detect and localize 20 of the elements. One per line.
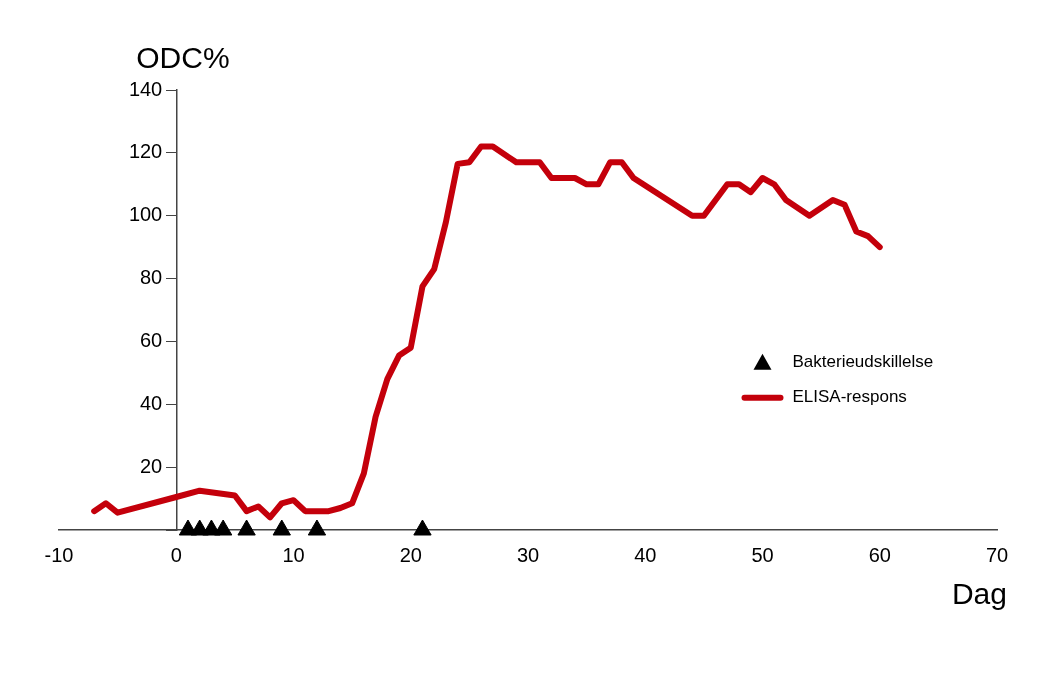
y-tick-label: 40 bbox=[140, 391, 163, 414]
legend-label: ELISA-respons bbox=[792, 387, 907, 407]
x-axis-title: Dag bbox=[951, 577, 1007, 610]
x-tick-label: 30 bbox=[516, 543, 540, 566]
y-tick-label: 20 bbox=[140, 454, 163, 477]
x-tick-label: 40 bbox=[634, 543, 657, 566]
y-tick-label: 140 bbox=[128, 77, 163, 100]
y-tick-label: 60 bbox=[140, 328, 163, 351]
y-tick-label: 80 bbox=[140, 266, 163, 289]
x-tick-label: 20 bbox=[399, 543, 422, 566]
x-tick-label: 50 bbox=[751, 543, 774, 566]
x-tick-label: -10 bbox=[44, 543, 74, 566]
y-axis-title: ODC% bbox=[136, 41, 230, 74]
x-tick-label: 70 bbox=[985, 543, 1009, 566]
x-tick-label: 60 bbox=[868, 543, 891, 566]
y-tick-label: 120 bbox=[128, 140, 163, 163]
legend-label: Bakterieudskillelse bbox=[792, 352, 934, 372]
y-tick-label: 100 bbox=[128, 203, 163, 226]
x-tick-label: 10 bbox=[282, 543, 305, 566]
x-tick-label: 0 bbox=[170, 543, 182, 566]
